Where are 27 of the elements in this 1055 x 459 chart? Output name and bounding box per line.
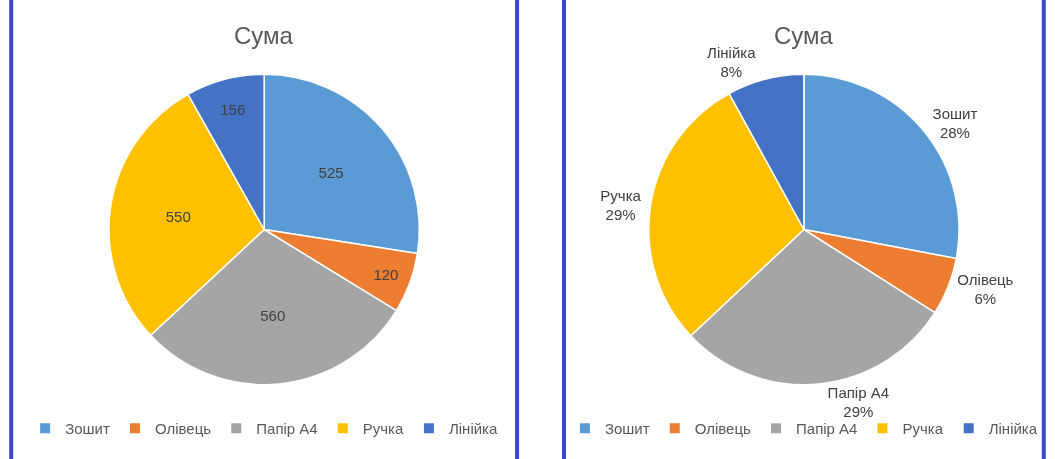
data-label: 29% bbox=[843, 403, 874, 421]
data-label: 560 bbox=[260, 306, 286, 324]
data-label: 525 bbox=[318, 163, 344, 181]
data-label: 550 bbox=[165, 207, 191, 225]
data-label: 120 bbox=[373, 265, 399, 283]
data-label: 156 bbox=[220, 101, 246, 119]
legend-label: Лінійка bbox=[448, 420, 498, 438]
legend-label: Ручка bbox=[902, 420, 944, 438]
slice-label: Папір А4 bbox=[827, 383, 890, 401]
data-label: 29% bbox=[605, 206, 636, 224]
legend-label: Зошит bbox=[604, 420, 650, 438]
data-label: 8% bbox=[720, 63, 743, 81]
chart-title: Сума bbox=[234, 22, 294, 49]
slice-label: Олівець bbox=[957, 270, 1014, 288]
legend-label: Олівець bbox=[154, 420, 212, 438]
legend-label: Папір А4 bbox=[256, 420, 318, 438]
legend-label: Зошит bbox=[65, 420, 110, 438]
legend-label: Папір А4 bbox=[796, 420, 858, 438]
data-label: 28% bbox=[939, 124, 970, 142]
slice-label: Зошит bbox=[932, 104, 978, 122]
data-label: 6% bbox=[974, 290, 997, 308]
slice-label: Лінійка bbox=[707, 43, 757, 61]
legend-label: Олівець bbox=[694, 420, 752, 438]
chart-title: Сума bbox=[774, 22, 834, 49]
legend-label: Ручка bbox=[362, 420, 404, 438]
slice-label: Ручка bbox=[600, 186, 642, 204]
legend-label: Лінійка bbox=[988, 420, 1038, 438]
